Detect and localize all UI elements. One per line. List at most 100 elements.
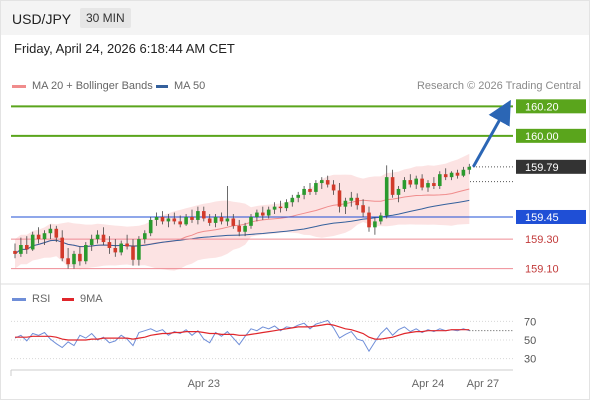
candle-body [219,216,224,222]
candle-body [261,212,265,216]
candle-body [207,218,212,223]
candle-body [314,183,318,192]
timeframe-badge[interactable]: 30 MIN [80,8,131,28]
candle-body [320,180,324,184]
candle-body [54,228,59,238]
resistance-1-label: 160.00 [525,131,559,143]
level-lines-layer: 160.20 160.00 159.79 159.45 159.30 159.10 [11,99,586,276]
candle-body [414,178,418,185]
timestamp: Friday, April 24, 2026 6:18:44 AM CET [14,41,235,56]
candle-body [337,190,342,207]
support-2-label: 159.10 [525,264,559,276]
x-axis-layer: Apr 23 Apr 24 Apr 27 [10,369,513,390]
support-1-label: 159.30 [525,234,559,246]
candle-body [349,197,354,201]
candle-body [101,234,106,243]
candle-body [125,243,129,247]
legend-rsi-ma-label: 9MA [80,293,103,305]
rsi-ma-swatch [62,297,74,301]
rsi-layer: 70 50 30 [11,316,536,366]
candle-body [13,250,17,254]
x-tick-label: Apr 23 [188,378,220,390]
candle-body [25,245,29,250]
candle-body [178,221,182,225]
candle-body [278,206,283,209]
candle-body [66,258,70,265]
candle-body [160,216,165,222]
candle-body [172,218,177,222]
candle-body [119,243,123,253]
candle-body [249,216,253,226]
candle-body [355,197,359,206]
candle-body [131,246,135,260]
candle-body [426,183,430,188]
projection-arrow [471,99,511,168]
x-tick-label: Apr 27 [467,378,499,390]
candle-body [148,219,153,234]
legend-ma20-label: MA 20 + Bollinger Bands [32,80,153,92]
candle-body [95,234,100,240]
candle-body [296,194,300,198]
candle-body [432,183,436,186]
candle-body [237,225,241,232]
pivot-label-box [516,209,586,224]
candle-body [196,211,200,220]
rsi-tick-label: 70 [524,316,536,328]
resistance-2-label-box [516,99,586,114]
rsi-swatch [12,297,26,301]
legend-rsi-ma: 9MA [62,293,103,305]
candle-body [266,209,271,216]
candle-body [384,177,389,216]
candle-body [361,205,365,213]
bollinger-band [15,153,470,271]
candle-body [455,172,460,176]
moving-average-layer [14,188,470,255]
candle-body [396,188,401,195]
candle-body [373,221,377,228]
candle-body [449,172,454,178]
header-bar: USD/JPY 30 MIN [1,1,589,35]
candle-body [231,218,236,226]
ma50-swatch [156,84,168,88]
candle-body [213,216,218,223]
candle-body [107,242,112,248]
candle-body [390,177,395,195]
candle-body [461,169,466,176]
bollinger-band-layer [15,153,470,271]
candle-body [367,212,371,228]
credit-text: Research © 2026 Trading Central [416,80,581,92]
current-label-box [516,159,586,174]
current-label: 159.79 [525,162,559,174]
candle-body [408,180,413,185]
candle-body [325,180,330,185]
candle-body [42,233,47,240]
candle-body [113,247,118,253]
x-tick-label: Apr 24 [412,378,444,390]
candle-body [302,188,306,195]
candle-body [467,166,472,170]
candle-body [48,228,53,234]
candle-body [284,202,289,209]
projection-layer [471,99,511,168]
candle-body [190,216,194,220]
candle-body [202,211,206,219]
rsi-line [14,319,470,353]
candle-body [143,233,147,240]
rsi-tick-label: 30 [524,354,536,366]
candle-body [379,215,383,222]
candle-body [78,253,82,262]
candle-body [60,237,64,259]
candle-body [72,253,76,265]
rsi-tick-label: 50 [524,335,536,347]
candle-body [225,218,230,222]
candle-body [438,174,442,186]
legend-ma50-label: MA 50 [174,80,206,92]
ma20-swatch [12,84,26,88]
ma50-line [14,199,470,255]
candle-body [154,216,159,220]
candlestick-layer [13,163,472,269]
candle-body [272,206,277,210]
candle-body [443,174,448,178]
candle-body [89,239,94,246]
